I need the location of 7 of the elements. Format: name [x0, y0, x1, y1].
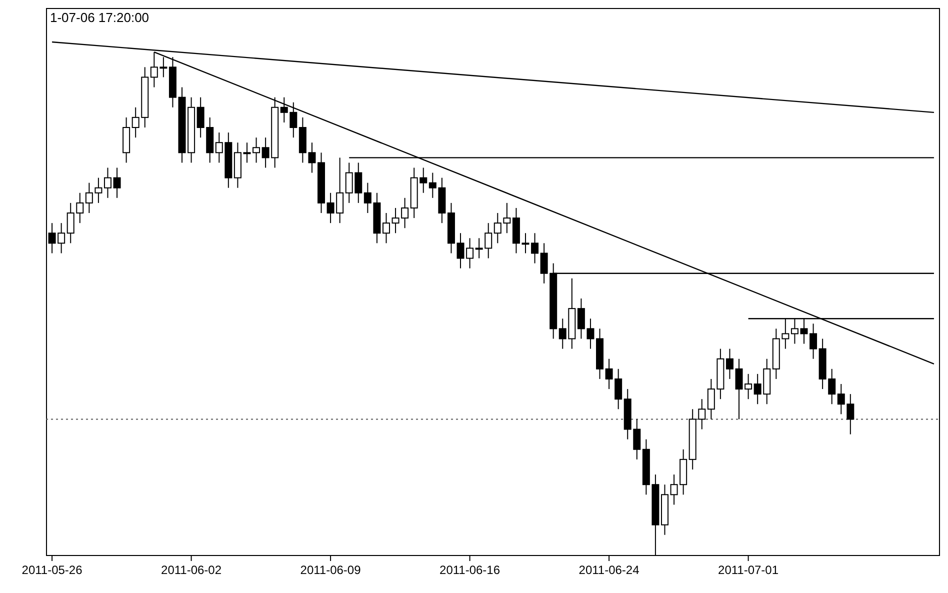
x-tick-label: 2011-06-24: [578, 563, 640, 578]
x-tick-label: 2011-07-01: [718, 563, 779, 578]
x-tick-label: 2011-06-16: [440, 563, 500, 578]
x-tick-label: 2011-06-02: [161, 563, 222, 578]
chart-title: 1-07-06 17:20:00: [50, 10, 150, 25]
x-tick-label: 2011-06-09: [300, 563, 362, 578]
x-tick-label: 2011-05-26: [22, 563, 83, 578]
